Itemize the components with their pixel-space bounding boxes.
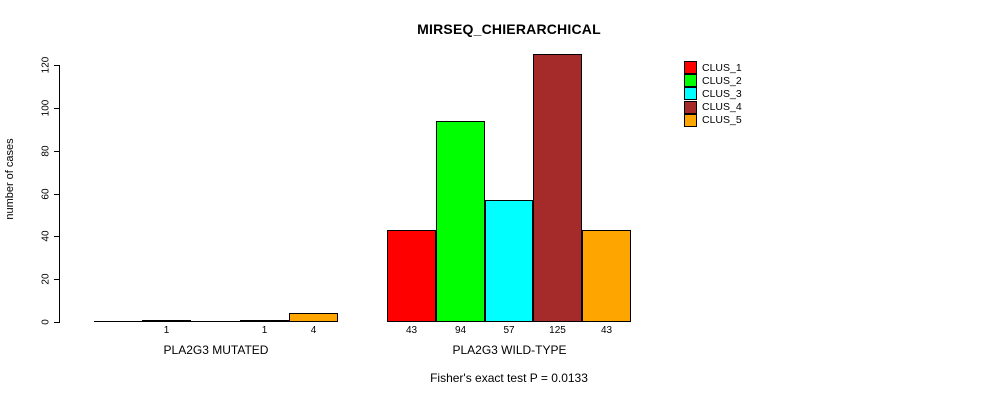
y-tick-mark [54,279,59,280]
bar-value-label: 125 [549,325,566,336]
bar-CLUS_1-wildtype [387,230,436,322]
y-tick-mark [54,65,59,66]
chart-subtitle: Fisher's exact test P = 0.0133 [430,371,588,385]
y-tick-label: 80 [40,145,52,157]
bar-CLUS_4-wildtype [533,54,582,322]
y-tick-label: 60 [40,188,52,200]
y-tick-mark [54,236,59,237]
bar-CLUS_3-wildtype [485,200,533,322]
bar-value-label: 94 [454,325,467,336]
bar-value-label: 43 [600,325,613,336]
bar-CLUS_5-wildtype [582,230,631,322]
y-tick-label: 120 [40,56,52,74]
y-tick-label: 100 [40,99,52,117]
legend-swatch-CLUS_4 [684,101,697,114]
bar-value-label: 1 [261,325,268,336]
y-tick-mark [54,194,59,195]
bar-CLUS_4-mutated [240,320,289,322]
y-tick-label: 20 [40,273,52,285]
bar-CLUS_1-zero [94,321,142,322]
y-tick-mark [54,108,59,109]
bar-CLUS_3-zero [191,321,240,322]
bar-CLUS_2-wildtype [436,121,485,322]
y-tick-label: 0 [40,319,52,325]
x-group-label-wildtype: PLA2G3 WILD-TYPE [452,343,567,357]
bar-CLUS_5-mutated [289,313,338,322]
x-group-label-mutated: PLA2G3 MUTATED [163,343,269,357]
legend-label-CLUS_3: CLUS_3 [702,88,742,100]
legend-swatch-CLUS_3 [684,87,697,100]
bar-value-label: 4 [310,325,317,336]
chart-title: MIRSEQ_CHIERARCHICAL [417,21,601,37]
legend-label-CLUS_4: CLUS_4 [702,101,742,113]
legend-label-CLUS_2: CLUS_2 [702,75,742,87]
legend-label-CLUS_5: CLUS_5 [702,114,742,126]
legend-swatch-CLUS_2 [684,74,697,87]
bar-value-label: 1 [163,325,170,336]
bar-value-label: 43 [405,325,418,336]
legend-swatch-CLUS_1 [684,61,697,74]
legend-label-CLUS_1: CLUS_1 [702,62,742,74]
bar-CLUS_2-mutated [142,320,191,322]
y-tick-label: 40 [40,230,52,242]
legend-swatch-CLUS_5 [684,114,697,127]
y-tick-mark [54,151,59,152]
y-tick-mark [54,322,59,323]
bar-value-label: 57 [503,325,515,336]
y-axis-line [59,65,60,323]
y-axis-label: number of cases [4,138,16,220]
